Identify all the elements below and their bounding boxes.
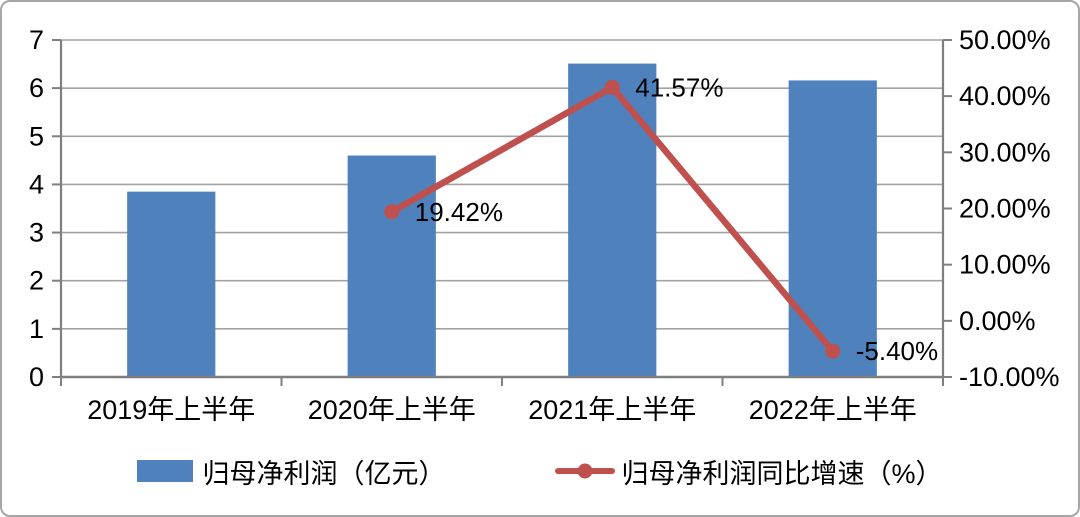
left-axis-tick-label: 4 (29, 169, 44, 199)
line-marker (825, 343, 841, 359)
bar-2019年上半年 (127, 191, 216, 377)
left-axis-tick-label: 2 (29, 266, 44, 296)
left-axis-tick-label: 3 (29, 218, 44, 248)
x-axis-category-label: 2020年上半年 (308, 395, 476, 425)
x-axis-category-label: 2019年上半年 (87, 395, 255, 425)
right-axis-tick-label: 0.00% (959, 306, 1036, 336)
line-series-swatch-icon (555, 463, 616, 479)
right-axis-tick-label: 10.00% (959, 250, 1051, 280)
x-axis-category-label: 2021年上半年 (528, 395, 696, 425)
bar-2021年上半年 (568, 63, 657, 378)
line-marker-icon (577, 463, 593, 479)
x-axis-category-label: 2022年上半年 (749, 395, 917, 425)
line-data-label: -5.40% (856, 336, 938, 366)
left-axis-tick-label: 0 (29, 362, 44, 392)
left-axis-tick-label: 5 (29, 121, 44, 151)
legend-item-growth-rate: 归母净利润同比增速（%） (555, 452, 943, 491)
legend-label-net-profit: 归母净利润（亿元） (202, 458, 446, 489)
bar-series-swatch-icon (137, 460, 194, 482)
left-axis-tick-label: 7 (29, 25, 44, 55)
chart-legend: 归母净利润（亿元） 归母净利润同比增速（%） (2, 442, 1078, 500)
bar-2022年上半年 (788, 80, 877, 377)
right-axis-tick-label: 50.00% (959, 25, 1051, 55)
line-marker (604, 79, 620, 95)
right-axis-tick-label: -10.00% (959, 362, 1060, 392)
bar-2020年上半年 (347, 155, 436, 377)
left-axis-tick-label: 6 (29, 73, 44, 103)
left-axis-tick-label: 1 (29, 314, 44, 344)
line-data-label: 41.57% (635, 72, 723, 102)
line-data-label: 19.42% (415, 197, 503, 227)
right-axis-tick-label: 30.00% (959, 137, 1051, 167)
right-axis-tick-label: 20.00% (959, 194, 1051, 224)
line-marker (384, 204, 400, 220)
legend-item-net-profit: 归母净利润（亿元） (137, 452, 445, 491)
chart-plot-area: 0 1 2 3 4 5 6 7 -10.00% 0.00% 10.00% 20.00% 30.00% 40… (29, 25, 1060, 425)
legend-label-growth-rate: 归母净利润同比增速（%） (621, 458, 943, 489)
right-axis-tick-label: 40.00% (959, 81, 1051, 111)
